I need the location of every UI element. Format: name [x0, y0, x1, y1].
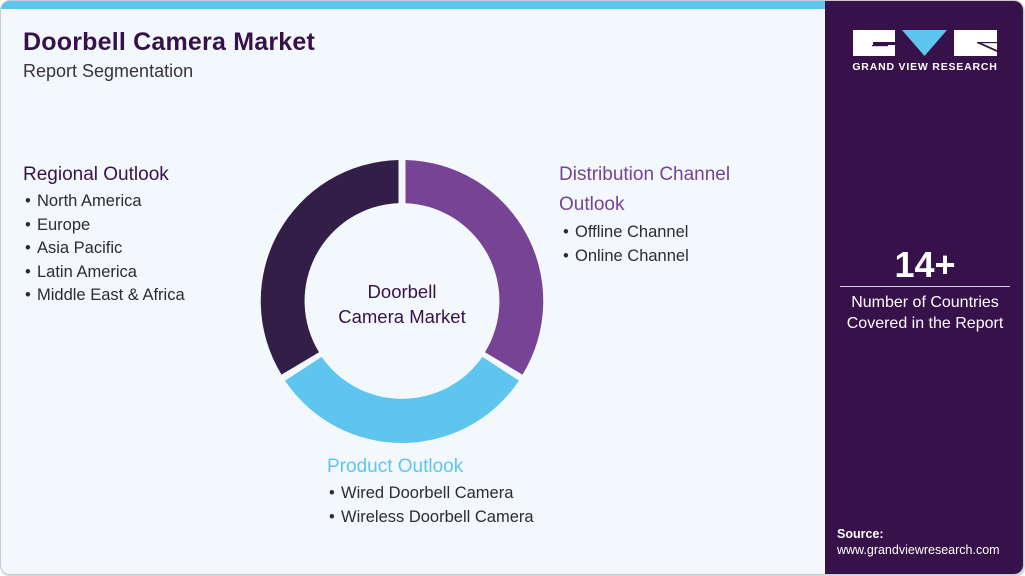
countries-count: 14+	[894, 244, 956, 285]
list-item: • Latin America	[25, 261, 185, 285]
source-label: Source:	[837, 527, 884, 541]
list-item: • North America	[25, 190, 185, 214]
brand-sidebar	[825, 1, 1023, 574]
product-outlook-section: Product Outlook • Wired Doorbell Camera •…	[327, 452, 534, 529]
page-title: Doorbell Camera Market	[23, 28, 315, 56]
list-item: • Offline Channel	[563, 221, 789, 245]
list-item: • Wired Doorbell Camera	[329, 482, 534, 506]
distribution-outlook-list: • Offline Channel • Online Channel	[559, 221, 789, 268]
donut-slice-product	[285, 356, 519, 444]
bullet-icon: •	[25, 286, 31, 305]
stat-divider	[840, 286, 1010, 287]
source-url: www.grandviewresearch.com	[837, 543, 1000, 557]
grand-view-research-logo-icon	[853, 30, 997, 56]
donut-slice-regional	[260, 160, 399, 375]
regional-outlook-heading: Regional Outlook	[23, 164, 169, 185]
brand-name: GRAND VIEW RESEARCH	[852, 61, 998, 73]
bullet-icon: •	[329, 484, 335, 502]
distribution-outlook-section: Distribution Channel Outlook • Offline Ch…	[559, 160, 789, 268]
regional-outlook-list: • North America • Europe • Asia Pacific • La…	[23, 190, 185, 308]
bullet-icon: •	[329, 507, 335, 526]
countries-caption: Number of Countries Covered in the Repor…	[846, 294, 1004, 332]
bullet-icon: •	[563, 223, 569, 241]
top-accent-strip	[1, 1, 825, 9]
bullet-icon: •	[563, 246, 569, 265]
list-item: • Wireless Doorbell Camera	[329, 506, 534, 530]
donut-center-label: Doorbell Camera Market	[338, 281, 466, 327]
page-subtitle: Report Segmentation	[23, 61, 194, 81]
list-item: • Online Channel	[563, 245, 789, 269]
regional-outlook-section: Regional Outlook • North America • Europe …	[23, 160, 185, 308]
bullet-icon: •	[25, 192, 31, 210]
product-outlook-heading: Product Outlook	[327, 456, 464, 477]
list-item: • Asia Pacific	[25, 237, 185, 261]
list-item: • Middle East & Africa	[25, 284, 185, 308]
distribution-outlook-heading: Distribution Channel Outlook	[559, 164, 731, 215]
segmentation-donut-chart	[260, 160, 544, 444]
list-item: • Europe	[25, 214, 185, 238]
bullet-icon: •	[25, 239, 31, 258]
donut-slice-distribution	[405, 160, 544, 375]
bullet-icon: •	[25, 215, 31, 234]
product-outlook-list: • Wired Doorbell Camera • Wireless Doorbel…	[327, 482, 534, 529]
bullet-icon: •	[25, 262, 31, 281]
